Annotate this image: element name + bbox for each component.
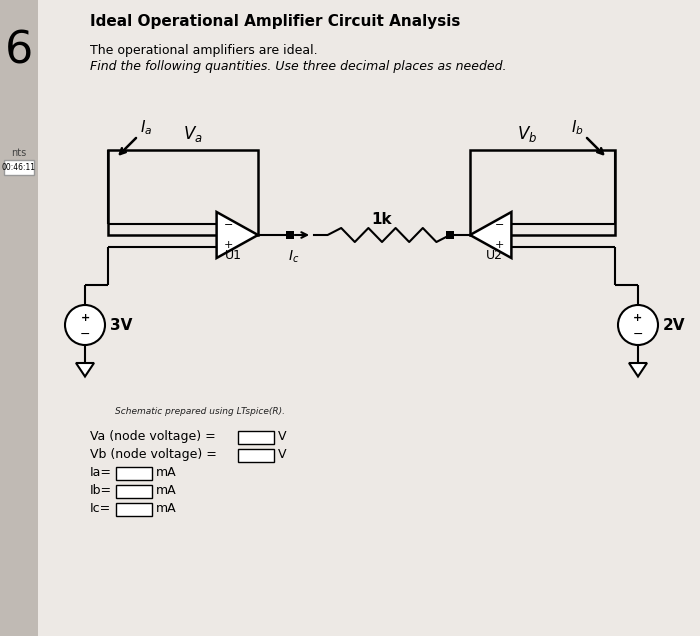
Text: 1k: 1k (372, 212, 392, 226)
Text: mA: mA (156, 484, 176, 497)
Text: The operational amplifiers are ideal.: The operational amplifiers are ideal. (90, 44, 318, 57)
Bar (116, 485, 152, 498)
Text: $V_a$: $V_a$ (183, 124, 203, 144)
Bar (116, 503, 152, 516)
Text: 2V: 2V (663, 317, 685, 333)
Text: V: V (278, 430, 286, 443)
Text: Va (node voltage) =: Va (node voltage) = (90, 430, 220, 443)
Text: +: + (223, 240, 233, 251)
Text: +: + (80, 313, 90, 323)
Text: U2: U2 (486, 249, 503, 262)
Text: 3V: 3V (110, 317, 132, 333)
Polygon shape (629, 363, 647, 377)
Polygon shape (76, 363, 94, 377)
Text: $I_b$: $I_b$ (570, 119, 583, 137)
Text: −: − (633, 328, 643, 340)
Text: −: − (223, 219, 233, 230)
Text: 00:46:11: 00:46:11 (2, 163, 36, 172)
Text: mA: mA (156, 502, 176, 515)
Circle shape (65, 305, 105, 345)
Bar (446, 231, 454, 239)
Text: $I_c$: $I_c$ (288, 249, 300, 265)
Text: $V_b$: $V_b$ (517, 124, 538, 144)
Text: V: V (278, 448, 286, 461)
Text: Ia=: Ia= (90, 466, 112, 479)
Text: $I_a$: $I_a$ (140, 119, 152, 137)
Text: +: + (634, 313, 643, 323)
Bar (116, 467, 152, 480)
Bar (0, 0, 38, 636)
Bar (238, 449, 274, 462)
Text: U1: U1 (225, 249, 242, 262)
Text: Ib=: Ib= (90, 484, 112, 497)
Text: mA: mA (156, 466, 176, 479)
Bar (470, 150, 615, 235)
Text: 6: 6 (5, 30, 33, 73)
Bar (286, 231, 294, 239)
Bar (4, 160, 34, 175)
Text: −: − (80, 328, 90, 340)
Polygon shape (470, 212, 512, 258)
Text: −: − (495, 219, 505, 230)
Text: Find the following quantities. Use three decimal places as needed.: Find the following quantities. Use three… (90, 60, 507, 73)
Bar (238, 431, 274, 444)
Text: Schematic prepared using LTspice(R).: Schematic prepared using LTspice(R). (115, 407, 285, 416)
Circle shape (618, 305, 658, 345)
Text: +: + (495, 240, 505, 251)
Text: Ideal Operational Amplifier Circuit Analysis: Ideal Operational Amplifier Circuit Anal… (90, 14, 461, 29)
Bar (108, 150, 258, 235)
Polygon shape (216, 212, 258, 258)
Text: nts: nts (11, 148, 27, 158)
Text: Vb (node voltage) =: Vb (node voltage) = (90, 448, 221, 461)
Text: Ic=: Ic= (90, 502, 111, 515)
